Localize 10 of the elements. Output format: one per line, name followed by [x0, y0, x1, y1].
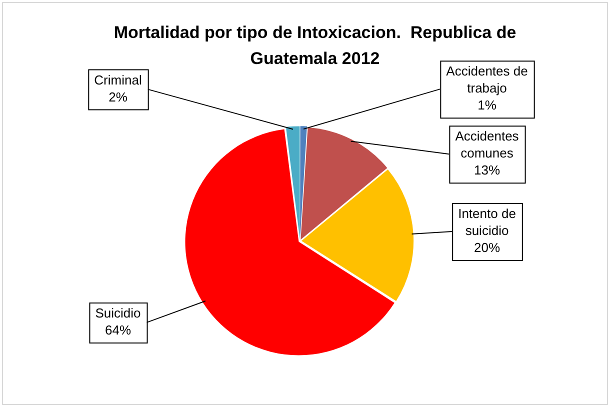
data-label: 64%: [104, 322, 132, 338]
slice-label: Intento de suicidio: [458, 206, 516, 238]
slice-label: Suicidio: [95, 306, 141, 321]
data-label: 1%: [478, 98, 497, 113]
data-label: 20%: [474, 240, 500, 256]
slice-label: Accidentes comunes: [455, 128, 520, 161]
data-label: 13%: [474, 162, 500, 178]
slice-label: Criminal: [94, 72, 142, 88]
data-label: 2%: [108, 89, 128, 104]
slice-label: Accidentes de trabajo: [446, 64, 528, 96]
